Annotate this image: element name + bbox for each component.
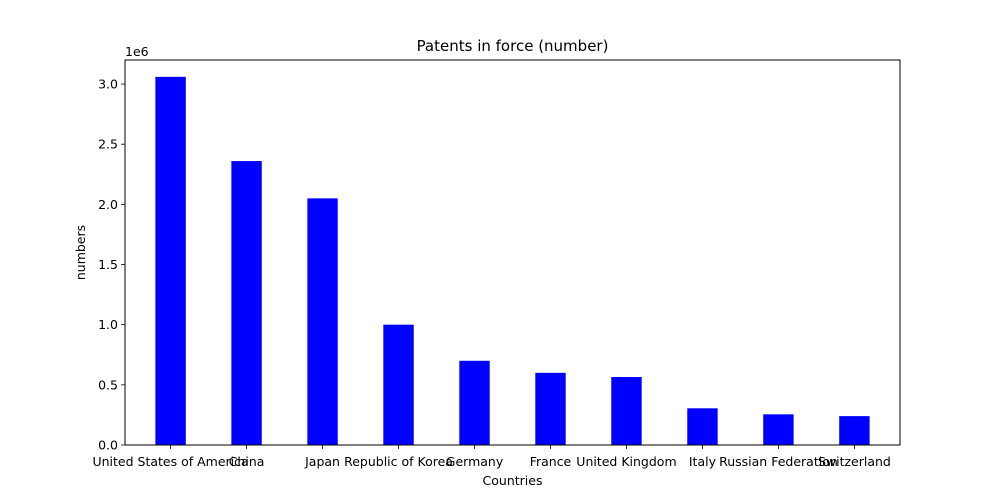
bar-germany xyxy=(459,361,489,445)
bar-united-kingdom xyxy=(611,377,641,445)
bar-italy xyxy=(687,408,717,445)
x-tick-label: Switzerland xyxy=(818,454,891,469)
bar-france xyxy=(535,373,565,445)
bar-switzerland xyxy=(839,416,869,445)
x-tick-label: China xyxy=(229,454,265,469)
y-tick-label: 0.5 xyxy=(98,377,118,392)
x-tick-label: Republic of Korea xyxy=(344,454,453,469)
y-axis-label: numbers xyxy=(73,225,88,280)
x-tick-label: Germany xyxy=(446,454,504,469)
y-axis-offset-label: 1e6 xyxy=(125,44,149,59)
x-tick-label: United States of America xyxy=(92,454,248,469)
bar-japan xyxy=(307,198,337,445)
y-tick-label: 0.0 xyxy=(98,438,118,453)
y-tick-label: 1.5 xyxy=(98,257,118,272)
bars-layer xyxy=(155,77,869,445)
x-axis: United States of AmericaChina Japan Republ… xyxy=(92,445,890,469)
x-tick-label: United Kingdom xyxy=(576,454,676,469)
x-tick-label: Italy xyxy=(689,454,717,469)
bar-united-states-of-america xyxy=(155,77,185,445)
y-axis: 0.0 0.5 1.0 1.5 2.0 2.5 3.0 xyxy=(98,77,125,453)
bar-republic-of-korea xyxy=(383,325,413,445)
chart-title: Patents in force (number) xyxy=(417,37,609,55)
y-tick-label: 2.0 xyxy=(98,197,118,212)
x-axis-label: Countries xyxy=(483,473,543,488)
y-tick-label: 1.0 xyxy=(98,317,118,332)
y-tick-label: 3.0 xyxy=(98,77,118,92)
x-tick-label: France xyxy=(530,454,572,469)
bar-russian-federation xyxy=(763,414,793,445)
bar-china xyxy=(231,161,261,445)
y-tick-label: 2.5 xyxy=(98,137,118,152)
x-tick-label: Japan xyxy=(304,454,340,469)
